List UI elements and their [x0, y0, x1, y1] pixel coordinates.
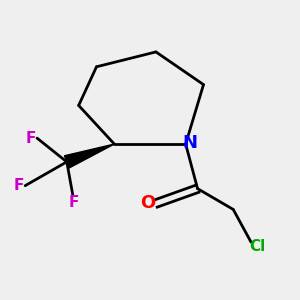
Text: F: F — [25, 130, 36, 146]
Polygon shape — [64, 144, 114, 168]
Text: N: N — [183, 134, 198, 152]
Text: F: F — [14, 178, 24, 193]
Text: O: O — [140, 194, 155, 212]
Text: F: F — [69, 194, 80, 209]
Text: Cl: Cl — [249, 239, 265, 254]
